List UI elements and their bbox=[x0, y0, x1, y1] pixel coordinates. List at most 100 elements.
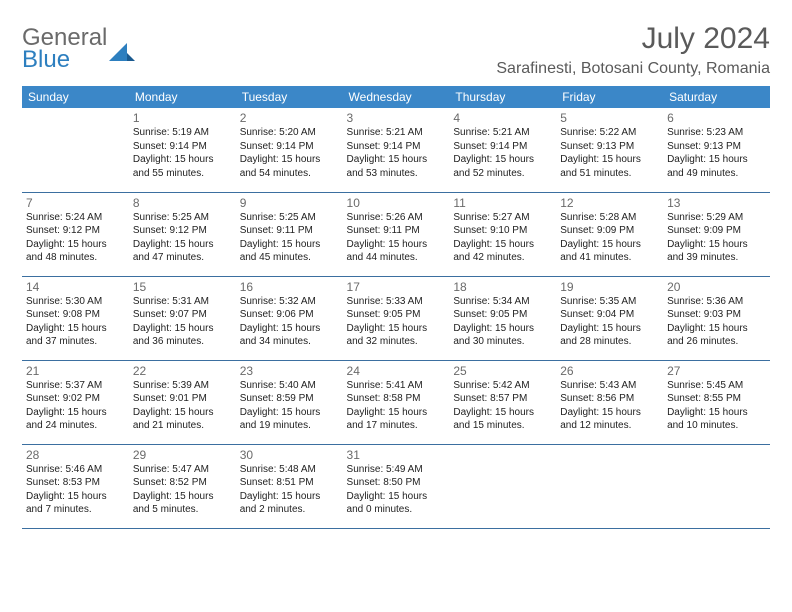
day-info: Sunrise: 5:25 AMSunset: 9:11 PMDaylight:… bbox=[240, 211, 339, 265]
day-number: 16 bbox=[240, 280, 339, 294]
calendar-day-cell: 27Sunrise: 5:45 AMSunset: 8:55 PMDayligh… bbox=[663, 360, 770, 444]
day-number: 14 bbox=[26, 280, 125, 294]
calendar-day-cell: 18Sunrise: 5:34 AMSunset: 9:05 PMDayligh… bbox=[449, 276, 556, 360]
calendar-day-cell: 13Sunrise: 5:29 AMSunset: 9:09 PMDayligh… bbox=[663, 192, 770, 276]
day-number: 23 bbox=[240, 364, 339, 378]
calendar-day-cell: 25Sunrise: 5:42 AMSunset: 8:57 PMDayligh… bbox=[449, 360, 556, 444]
calendar-day-cell: 30Sunrise: 5:48 AMSunset: 8:51 PMDayligh… bbox=[236, 444, 343, 528]
calendar-day-cell: 14Sunrise: 5:30 AMSunset: 9:08 PMDayligh… bbox=[22, 276, 129, 360]
day-info: Sunrise: 5:27 AMSunset: 9:10 PMDaylight:… bbox=[453, 211, 552, 265]
day-info: Sunrise: 5:36 AMSunset: 9:03 PMDaylight:… bbox=[667, 295, 766, 349]
calendar-day-cell: 3Sunrise: 5:21 AMSunset: 9:14 PMDaylight… bbox=[343, 108, 450, 192]
weekday-header: Sunday bbox=[22, 86, 129, 108]
day-number: 20 bbox=[667, 280, 766, 294]
calendar-day-cell: 15Sunrise: 5:31 AMSunset: 9:07 PMDayligh… bbox=[129, 276, 236, 360]
calendar-week-row: 28Sunrise: 5:46 AMSunset: 8:53 PMDayligh… bbox=[22, 444, 770, 528]
calendar-head: SundayMondayTuesdayWednesdayThursdayFrid… bbox=[22, 86, 770, 108]
month-title: July 2024 bbox=[496, 22, 770, 56]
calendar-day-cell: 4Sunrise: 5:21 AMSunset: 9:14 PMDaylight… bbox=[449, 108, 556, 192]
day-info: Sunrise: 5:20 AMSunset: 9:14 PMDaylight:… bbox=[240, 126, 339, 180]
header: General Blue July 2024 Sarafinesti, Boto… bbox=[22, 22, 770, 78]
logo: General Blue bbox=[22, 26, 135, 72]
calendar-week-row: 1Sunrise: 5:19 AMSunset: 9:14 PMDaylight… bbox=[22, 108, 770, 192]
day-info: Sunrise: 5:28 AMSunset: 9:09 PMDaylight:… bbox=[560, 211, 659, 265]
day-number: 6 bbox=[667, 111, 766, 125]
calendar-day-cell: 16Sunrise: 5:32 AMSunset: 9:06 PMDayligh… bbox=[236, 276, 343, 360]
day-info: Sunrise: 5:19 AMSunset: 9:14 PMDaylight:… bbox=[133, 126, 232, 180]
calendar-day-cell: 9Sunrise: 5:25 AMSunset: 9:11 PMDaylight… bbox=[236, 192, 343, 276]
day-number: 7 bbox=[26, 196, 125, 210]
day-info: Sunrise: 5:48 AMSunset: 8:51 PMDaylight:… bbox=[240, 463, 339, 517]
weekday-header: Wednesday bbox=[343, 86, 450, 108]
weekday-header: Tuesday bbox=[236, 86, 343, 108]
calendar-day-cell: 31Sunrise: 5:49 AMSunset: 8:50 PMDayligh… bbox=[343, 444, 450, 528]
calendar-day-cell: 23Sunrise: 5:40 AMSunset: 8:59 PMDayligh… bbox=[236, 360, 343, 444]
calendar-day-cell: 29Sunrise: 5:47 AMSunset: 8:52 PMDayligh… bbox=[129, 444, 236, 528]
day-number: 4 bbox=[453, 111, 552, 125]
day-number: 17 bbox=[347, 280, 446, 294]
day-info: Sunrise: 5:24 AMSunset: 9:12 PMDaylight:… bbox=[26, 211, 125, 265]
day-number: 2 bbox=[240, 111, 339, 125]
day-info: Sunrise: 5:43 AMSunset: 8:56 PMDaylight:… bbox=[560, 379, 659, 433]
calendar-empty-cell bbox=[22, 108, 129, 192]
day-number: 10 bbox=[347, 196, 446, 210]
calendar-week-row: 14Sunrise: 5:30 AMSunset: 9:08 PMDayligh… bbox=[22, 276, 770, 360]
calendar-day-cell: 8Sunrise: 5:25 AMSunset: 9:12 PMDaylight… bbox=[129, 192, 236, 276]
day-info: Sunrise: 5:31 AMSunset: 9:07 PMDaylight:… bbox=[133, 295, 232, 349]
day-info: Sunrise: 5:29 AMSunset: 9:09 PMDaylight:… bbox=[667, 211, 766, 265]
calendar-day-cell: 17Sunrise: 5:33 AMSunset: 9:05 PMDayligh… bbox=[343, 276, 450, 360]
calendar-day-cell: 11Sunrise: 5:27 AMSunset: 9:10 PMDayligh… bbox=[449, 192, 556, 276]
calendar-day-cell: 28Sunrise: 5:46 AMSunset: 8:53 PMDayligh… bbox=[22, 444, 129, 528]
day-number: 21 bbox=[26, 364, 125, 378]
day-info: Sunrise: 5:49 AMSunset: 8:50 PMDaylight:… bbox=[347, 463, 446, 517]
day-info: Sunrise: 5:37 AMSunset: 9:02 PMDaylight:… bbox=[26, 379, 125, 433]
day-number: 8 bbox=[133, 196, 232, 210]
day-info: Sunrise: 5:26 AMSunset: 9:11 PMDaylight:… bbox=[347, 211, 446, 265]
day-number: 9 bbox=[240, 196, 339, 210]
day-number: 25 bbox=[453, 364, 552, 378]
day-info: Sunrise: 5:46 AMSunset: 8:53 PMDaylight:… bbox=[26, 463, 125, 517]
day-number: 18 bbox=[453, 280, 552, 294]
calendar-day-cell: 12Sunrise: 5:28 AMSunset: 9:09 PMDayligh… bbox=[556, 192, 663, 276]
calendar-day-cell: 19Sunrise: 5:35 AMSunset: 9:04 PMDayligh… bbox=[556, 276, 663, 360]
logo-text-2: Blue bbox=[22, 48, 107, 72]
day-number: 30 bbox=[240, 448, 339, 462]
calendar-empty-cell bbox=[556, 444, 663, 528]
day-info: Sunrise: 5:40 AMSunset: 8:59 PMDaylight:… bbox=[240, 379, 339, 433]
day-info: Sunrise: 5:30 AMSunset: 9:08 PMDaylight:… bbox=[26, 295, 125, 349]
title-block: July 2024 Sarafinesti, Botosani County, … bbox=[496, 22, 770, 78]
day-info: Sunrise: 5:47 AMSunset: 8:52 PMDaylight:… bbox=[133, 463, 232, 517]
day-info: Sunrise: 5:22 AMSunset: 9:13 PMDaylight:… bbox=[560, 126, 659, 180]
day-number: 26 bbox=[560, 364, 659, 378]
calendar-day-cell: 10Sunrise: 5:26 AMSunset: 9:11 PMDayligh… bbox=[343, 192, 450, 276]
day-info: Sunrise: 5:39 AMSunset: 9:01 PMDaylight:… bbox=[133, 379, 232, 433]
day-number: 27 bbox=[667, 364, 766, 378]
day-info: Sunrise: 5:33 AMSunset: 9:05 PMDaylight:… bbox=[347, 295, 446, 349]
weekday-header: Saturday bbox=[663, 86, 770, 108]
calendar-day-cell: 24Sunrise: 5:41 AMSunset: 8:58 PMDayligh… bbox=[343, 360, 450, 444]
location: Sarafinesti, Botosani County, Romania bbox=[496, 60, 770, 78]
day-info: Sunrise: 5:21 AMSunset: 9:14 PMDaylight:… bbox=[453, 126, 552, 180]
calendar-page: General Blue July 2024 Sarafinesti, Boto… bbox=[0, 0, 792, 529]
day-number: 13 bbox=[667, 196, 766, 210]
day-info: Sunrise: 5:45 AMSunset: 8:55 PMDaylight:… bbox=[667, 379, 766, 433]
day-number: 5 bbox=[560, 111, 659, 125]
day-info: Sunrise: 5:34 AMSunset: 9:05 PMDaylight:… bbox=[453, 295, 552, 349]
calendar-day-cell: 6Sunrise: 5:23 AMSunset: 9:13 PMDaylight… bbox=[663, 108, 770, 192]
calendar-table: SundayMondayTuesdayWednesdayThursdayFrid… bbox=[22, 86, 770, 529]
day-number: 28 bbox=[26, 448, 125, 462]
day-info: Sunrise: 5:42 AMSunset: 8:57 PMDaylight:… bbox=[453, 379, 552, 433]
calendar-day-cell: 21Sunrise: 5:37 AMSunset: 9:02 PMDayligh… bbox=[22, 360, 129, 444]
calendar-empty-cell bbox=[449, 444, 556, 528]
calendar-week-row: 21Sunrise: 5:37 AMSunset: 9:02 PMDayligh… bbox=[22, 360, 770, 444]
weekday-header: Friday bbox=[556, 86, 663, 108]
calendar-day-cell: 2Sunrise: 5:20 AMSunset: 9:14 PMDaylight… bbox=[236, 108, 343, 192]
calendar-week-row: 7Sunrise: 5:24 AMSunset: 9:12 PMDaylight… bbox=[22, 192, 770, 276]
logo-triangle-icon bbox=[109, 41, 135, 61]
calendar-day-cell: 22Sunrise: 5:39 AMSunset: 9:01 PMDayligh… bbox=[129, 360, 236, 444]
day-number: 3 bbox=[347, 111, 446, 125]
day-number: 24 bbox=[347, 364, 446, 378]
day-number: 22 bbox=[133, 364, 232, 378]
calendar-day-cell: 1Sunrise: 5:19 AMSunset: 9:14 PMDaylight… bbox=[129, 108, 236, 192]
day-info: Sunrise: 5:35 AMSunset: 9:04 PMDaylight:… bbox=[560, 295, 659, 349]
